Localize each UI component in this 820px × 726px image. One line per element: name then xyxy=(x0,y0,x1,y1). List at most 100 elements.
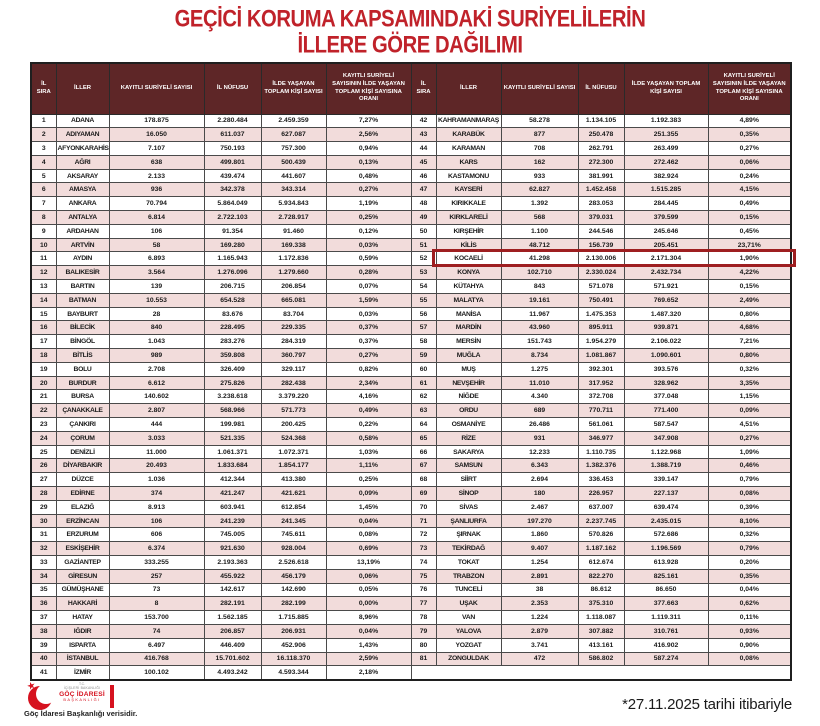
cell-row-no: 30 xyxy=(30,513,57,529)
cell-value: 359.808 xyxy=(203,348,262,363)
cell-value: 4,51% xyxy=(707,417,792,432)
cell-row-no: 44 xyxy=(410,141,437,156)
cell-row-no: 73 xyxy=(410,541,437,556)
cell-value: 603.941 xyxy=(203,499,262,515)
cell-row-no: 41 xyxy=(30,665,57,681)
cell-value: 307.882 xyxy=(577,623,625,639)
cell-value: 16.118.370 xyxy=(260,651,327,667)
cell-row-no: 34 xyxy=(30,568,57,584)
cell-value: 1.388.719 xyxy=(623,458,709,474)
cell-province: SİİRT xyxy=(435,472,502,488)
table-row: 11 AYDIN 6.893 1.165.943 1.172.836 0,59% 52 KOC… xyxy=(30,251,792,267)
cell-value: 0,09% xyxy=(325,486,412,501)
table-row: 19 BOLU 2.708 326.409 329.117 0,82% 60 MUŞ 1.275… xyxy=(30,361,792,377)
cell-value: 0,35% xyxy=(707,568,792,584)
cell-value: 162 xyxy=(500,154,579,170)
cell-value: 1.061.371 xyxy=(203,444,262,460)
table-row: 28 EDİRNE 374 421.247 421.621 0,09% 69 SİNOP 180… xyxy=(30,486,792,501)
cell-province: MUĞLA xyxy=(435,348,502,363)
cell-value: 180 xyxy=(500,486,579,501)
cell-value: 20.493 xyxy=(108,458,205,474)
col-header-left-1: İLLER xyxy=(55,62,110,115)
cell-value: 0,03% xyxy=(325,306,412,322)
cell-value: 1.715.885 xyxy=(260,610,327,625)
cell-province: SAMSUN xyxy=(435,458,502,474)
cell-value: 0,28% xyxy=(325,265,412,281)
cell-province: KARAMAN xyxy=(435,141,502,156)
cell-row-no: 37 xyxy=(30,610,57,625)
cell-value: 0,49% xyxy=(325,403,412,419)
cell-province: DÜZCE xyxy=(55,472,110,488)
cell-row-no: 10 xyxy=(30,237,57,253)
cell-value: 769.652 xyxy=(623,292,709,308)
cell-value: 3.741 xyxy=(500,637,579,653)
cell-value: 0,27% xyxy=(325,182,412,198)
cell-value: 382.924 xyxy=(623,168,709,184)
cell-value: 2.193.363 xyxy=(203,555,262,570)
cell-value: 1.119.311 xyxy=(623,610,709,625)
cell-value: 933 xyxy=(500,168,579,184)
logo-text: T.C. İÇİŞLERİ BAKANLIĞI GÖÇ İDARESİ BAŞK… xyxy=(58,682,106,703)
cell-value: 637.007 xyxy=(577,499,625,515)
empty-cell xyxy=(436,665,501,680)
cell-value: 83.704 xyxy=(260,306,327,322)
cell-value: 2.130.006 xyxy=(577,251,625,267)
cell-row-no: 72 xyxy=(410,527,437,543)
cell-province: GİRESUN xyxy=(55,568,110,584)
cell-province: ADIYAMAN xyxy=(55,127,110,143)
cell-value: 2.435.015 xyxy=(623,513,709,529)
cell-value: 2.432.734 xyxy=(623,265,709,281)
cell-row-no: 20 xyxy=(30,375,57,391)
cell-value: 58 xyxy=(108,237,205,253)
cell-row-no: 67 xyxy=(410,458,437,474)
cell-value: 86.612 xyxy=(577,582,625,598)
cell-value: 229.335 xyxy=(260,320,327,336)
cell-province: ADANA xyxy=(55,113,110,129)
table-row: 33 GAZİANTEP 333.255 2.193.363 2.526.618 13,1… xyxy=(30,555,792,570)
cell-value: 1.954.279 xyxy=(577,334,625,350)
cell-value: 0,25% xyxy=(325,472,412,488)
cell-value: 8.734 xyxy=(500,348,579,363)
cell-value: 2.459.359 xyxy=(260,113,327,129)
cell-value: 4,89% xyxy=(707,113,792,129)
cell-value: 570.826 xyxy=(577,527,625,543)
cell-value: 374 xyxy=(108,486,205,501)
cell-value: 613.928 xyxy=(623,555,709,570)
cell-province: KARABÜK xyxy=(435,127,502,143)
cell-row-no: 21 xyxy=(30,389,57,405)
cell-province: KASTAMONU xyxy=(435,168,502,184)
cell-province: VAN xyxy=(435,610,502,625)
cell-value: 2.891 xyxy=(500,568,579,584)
cell-value: 843 xyxy=(500,279,579,294)
cell-value: 7.107 xyxy=(108,141,205,156)
cell-value: 1.172.836 xyxy=(260,251,327,267)
table-row: 21 BURSA 140.602 3.238.618 3.379.220 4,16% 62 N… xyxy=(30,389,792,405)
cell-value: 0,04% xyxy=(325,513,412,529)
cell-value: 750.193 xyxy=(203,141,262,156)
cell-row-no: 4 xyxy=(30,154,57,170)
cell-value: 1.110.735 xyxy=(577,444,625,460)
cell-row-no: 31 xyxy=(30,527,57,543)
cell-value: 178.875 xyxy=(108,113,205,129)
cell-row-no: 26 xyxy=(30,458,57,474)
cell-row-no: 17 xyxy=(30,334,57,350)
col-header-right-3: İL NÜFUSU xyxy=(577,62,625,115)
cell-value: 0,27% xyxy=(707,141,792,156)
cell-province: DİYARBAKIR xyxy=(55,458,110,474)
cell-value: 0,27% xyxy=(707,430,792,446)
cell-value: 587.547 xyxy=(623,417,709,432)
cell-value: 3.033 xyxy=(108,430,205,446)
table-row: 14 BATMAN 10.553 654.528 665.081 1,59% 55 MALAT… xyxy=(30,292,792,308)
cell-value: 139 xyxy=(108,279,205,294)
cell-value: 272.300 xyxy=(577,154,625,170)
cell-value: 284.445 xyxy=(623,196,709,212)
cell-row-no: 5 xyxy=(30,168,57,184)
cell-value: 262.791 xyxy=(577,141,625,156)
cell-row-no: 52 xyxy=(410,251,437,267)
col-header-left-4: İLDE YAŞAYAN TOPLAM KİŞİ SAYISI xyxy=(260,62,327,115)
cell-row-no: 40 xyxy=(30,651,57,667)
cell-value: 989 xyxy=(108,348,205,363)
cell-province: ZONGULDAK xyxy=(435,651,502,667)
cell-value: 750.491 xyxy=(577,292,625,308)
cell-value: 1.043 xyxy=(108,334,205,350)
